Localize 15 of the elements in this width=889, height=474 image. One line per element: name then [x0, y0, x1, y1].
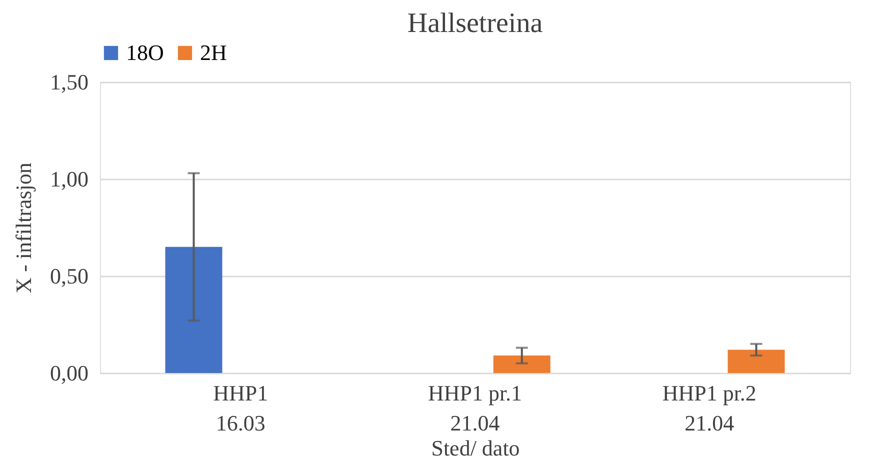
- bar: [493, 356, 550, 373]
- y-tick-label: 1,50: [50, 70, 88, 94]
- x-tick-label: HHP1 pr.2 21.04: [662, 380, 756, 436]
- y-tick-label: 1,00: [50, 166, 88, 192]
- legend-label: 2H: [200, 40, 227, 65]
- x-tick-label: HHP1 16.03: [213, 380, 268, 436]
- bar: [728, 350, 785, 373]
- y-tick-label: 0,00: [50, 360, 88, 386]
- y-axis-title: X - infiltrasjon: [11, 162, 36, 294]
- y-tick-label: 0,50: [50, 264, 88, 288]
- chart-title: Hallsetreina: [407, 8, 544, 39]
- bar: [165, 246, 222, 373]
- x-axis-title: Sted/ dato: [431, 436, 520, 460]
- legend-label: 18O: [126, 40, 164, 65]
- x-tick-label: HHP1 pr.1 21.04: [428, 380, 522, 436]
